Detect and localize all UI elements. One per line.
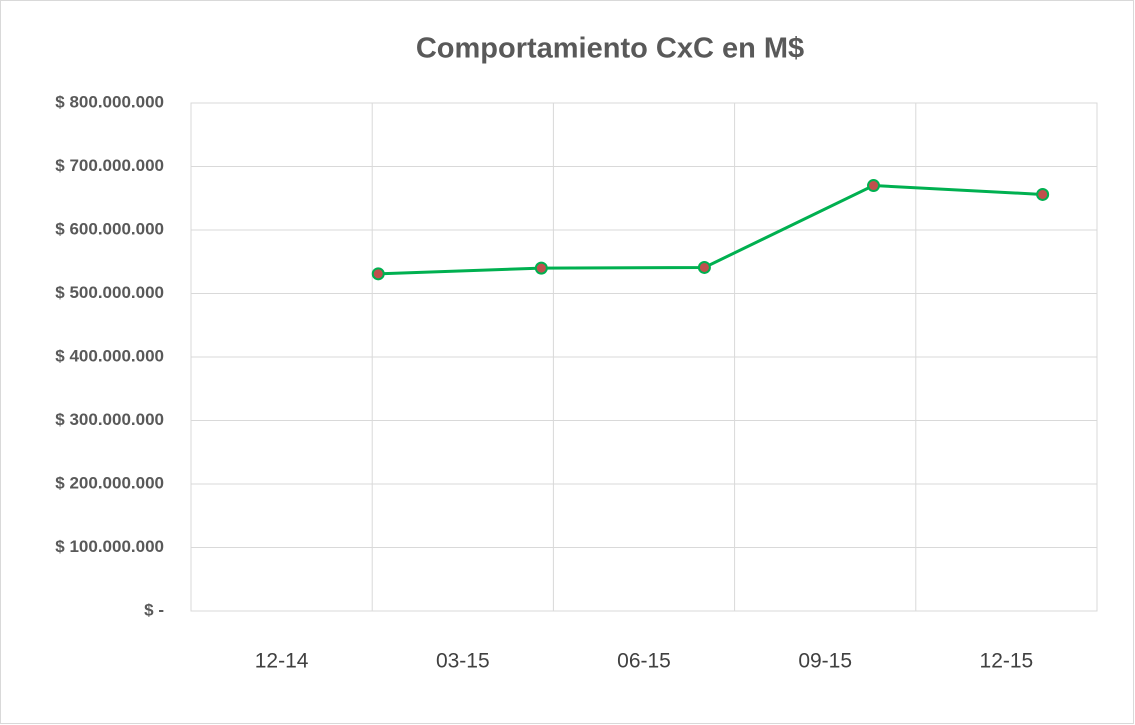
- y-tick-label: $ 500.000.000: [55, 283, 164, 302]
- y-tick-label: $ -: [144, 600, 164, 619]
- y-tick-label: $ 300.000.000: [55, 410, 164, 429]
- chart-title: Comportamiento CxC en M$: [416, 33, 804, 65]
- point-marker: [697, 260, 711, 274]
- y-tick-label: $ 200.000.000: [55, 473, 164, 492]
- x-tick-label: 09-15: [798, 650, 852, 673]
- y-tick-label: $ 800.000.000: [55, 92, 164, 111]
- plot-border: [190, 102, 1098, 612]
- y-tick-label: $ 100.000.000: [55, 537, 164, 556]
- point-marker: [534, 261, 548, 275]
- y-tick-label: $ 400.000.000: [55, 346, 164, 365]
- point-marker: [1036, 187, 1050, 201]
- x-tick-label: 12-14: [255, 650, 309, 673]
- point-marker: [867, 179, 881, 193]
- y-tick-label: $ 600.000.000: [55, 219, 164, 238]
- point-marker: [371, 267, 385, 281]
- x-tick-label: 12-15: [980, 650, 1034, 673]
- y-tick-label: $ 700.000.000: [55, 156, 164, 175]
- x-tick-label: 06-15: [617, 650, 671, 673]
- x-tick-label: 03-15: [436, 650, 490, 673]
